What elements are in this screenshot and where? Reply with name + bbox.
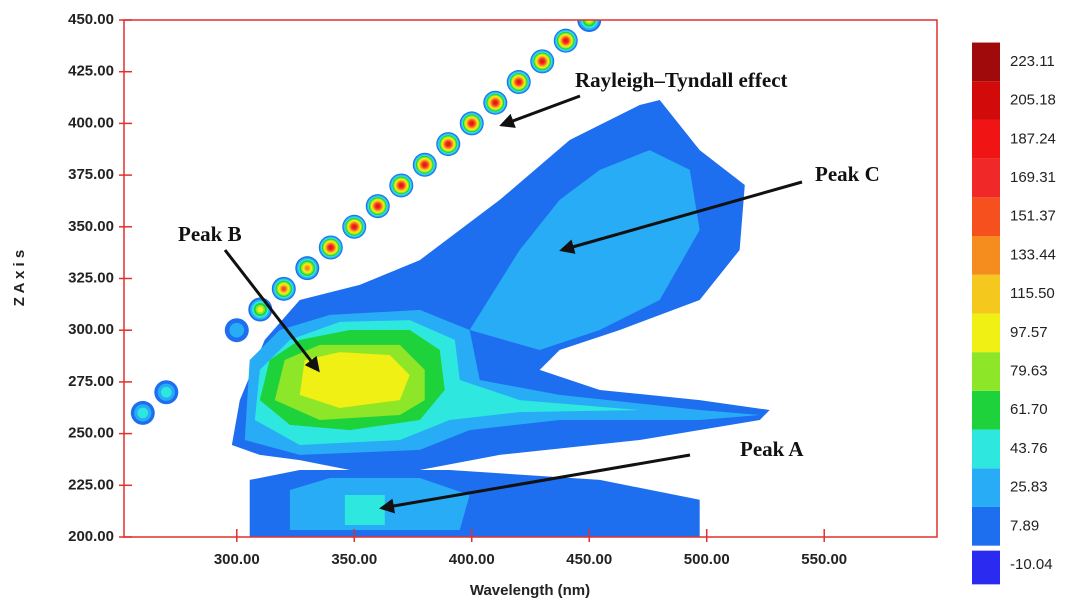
scatter-ring <box>282 287 286 291</box>
scatter-ring <box>517 80 520 83</box>
y-tick-label: 375.00 <box>68 166 114 183</box>
colorbar-block <box>972 430 1000 469</box>
colorbar-label: 61.70 <box>1010 401 1048 418</box>
colorbar-label: 7.89 <box>1010 517 1039 534</box>
colorbar-block <box>972 551 1000 585</box>
scatter-ring <box>541 60 544 63</box>
annotation: Peak B <box>178 222 242 246</box>
y-tick-label: 300.00 <box>68 321 114 338</box>
colorbar-label: 43.76 <box>1010 440 1048 457</box>
arrow <box>502 96 580 125</box>
colorbar-block <box>972 236 1000 275</box>
annotation: Rayleigh–Tyndall effect <box>575 68 788 92</box>
colorbar-label: 205.18 <box>1010 92 1056 109</box>
chart: 300.00 350.00 400.00 450.00 500.00 550.00 200.… <box>0 0 1068 601</box>
x-tick-label: 300.00 <box>214 551 260 568</box>
colorbar-block <box>972 468 1000 507</box>
colorbar-block <box>972 352 1000 391</box>
colorbar-label: 79.63 <box>1010 362 1048 379</box>
scatter-ring <box>353 225 356 228</box>
colorbar-label: 25.83 <box>1010 479 1048 496</box>
y-tick-label: 450.00 <box>68 11 114 28</box>
x-tick-label: 350.00 <box>331 551 377 568</box>
y-tick-label: 325.00 <box>68 269 114 286</box>
scatter-ring <box>305 266 309 270</box>
y-tick-label: 275.00 <box>68 373 114 390</box>
x-axis-label: Wavelength (nm) <box>470 582 590 599</box>
colorbar-label: 151.37 <box>1010 208 1056 225</box>
colorbar-label: 169.31 <box>1010 169 1056 186</box>
colorbar-block <box>972 81 1000 120</box>
colorbar-block <box>972 507 1000 546</box>
scatter-ring <box>329 246 332 249</box>
scatter-ring <box>257 307 263 313</box>
y-tick-label: 425.00 <box>68 63 114 80</box>
colorbar-block <box>972 43 1000 82</box>
colorbar-block <box>972 313 1000 352</box>
scatter-ring <box>564 39 567 42</box>
colorbar-label: 115.50 <box>1010 285 1055 302</box>
colorbar-block <box>972 120 1000 159</box>
scatter-ring <box>400 184 403 187</box>
colorbar-block <box>972 197 1000 236</box>
scatter-ring <box>470 122 473 125</box>
colorbar-label: 187.24 <box>1010 130 1056 147</box>
x-tick-label: 450.00 <box>566 551 612 568</box>
colorbar-block <box>972 159 1000 198</box>
colorbar-block <box>972 275 1000 314</box>
y-tick-label: 225.00 <box>68 476 114 493</box>
contour-region <box>300 352 410 408</box>
contour-region <box>345 495 385 525</box>
colorbar-label: -10.04 <box>1010 556 1053 573</box>
annotation: Peak A <box>740 437 804 461</box>
colorbar-label: 223.11 <box>1010 53 1055 70</box>
x-tick-label: 550.00 <box>801 551 847 568</box>
scatter-ring <box>229 323 244 338</box>
scatter-ring <box>423 163 426 166</box>
scatter-ring <box>376 204 379 207</box>
y-tick-label: 250.00 <box>68 425 114 442</box>
x-tick-label: 500.00 <box>684 551 730 568</box>
colorbar-label: 133.44 <box>1010 246 1056 263</box>
y-tick-label: 200.00 <box>68 528 114 545</box>
colorbar: -10.04 7.89 25.83 43.76 61.70 79.63 97.57 115.5… <box>972 43 1056 585</box>
colorbar-block <box>972 391 1000 430</box>
y-tick-label: 350.00 <box>68 218 114 235</box>
annotation: Peak C <box>815 162 880 186</box>
scatter-ring <box>137 408 148 419</box>
y-axis-label: Z A x i s <box>11 250 28 306</box>
scatter-ring <box>447 142 450 145</box>
x-tick-label: 400.00 <box>449 551 495 568</box>
colorbar-label: 97.57 <box>1010 324 1048 341</box>
y-tick-label: 400.00 <box>68 114 114 131</box>
scatter-ring <box>161 387 172 398</box>
scatter-ring <box>494 101 497 104</box>
